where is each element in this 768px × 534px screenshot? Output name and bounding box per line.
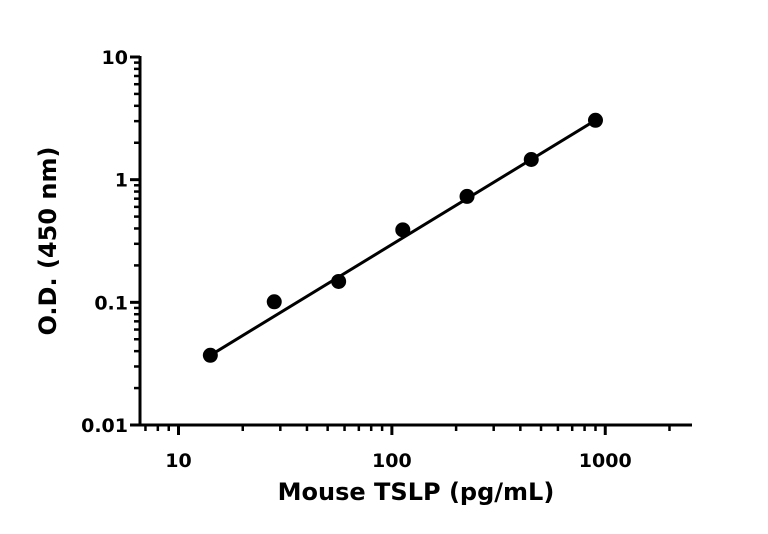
y-tick-label: 0.01 [81,415,128,437]
y-tick-label: 1 [115,170,128,192]
data-point [459,188,475,204]
data-point [523,152,539,168]
data-point [266,294,282,310]
data-point [331,273,347,289]
data-point [587,112,603,128]
x-axis-title: Mouse TSLP (pg/mL) [278,478,555,506]
data-point [395,222,411,238]
x-tick-label: 100 [372,450,412,472]
y-tick-label: 10 [102,47,128,69]
data-point [202,347,218,363]
x-tick-label: 10 [165,450,191,472]
x-tick-label: 1000 [579,450,632,472]
y-axis: 0.01 0.1 1 10 [81,47,142,437]
fit-line [209,118,597,357]
y-tick-label: 0.1 [94,292,128,314]
x-axis: 10 100 1000 [138,423,692,472]
plot-area [202,112,603,363]
y-axis-title: O.D. (450 nm) [34,147,62,336]
